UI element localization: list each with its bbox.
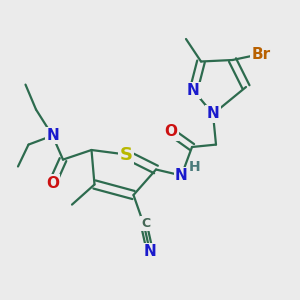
Text: O: O — [46, 176, 59, 190]
Text: O: O — [164, 124, 178, 140]
Text: H: H — [189, 160, 201, 173]
Text: S: S — [119, 146, 133, 164]
Text: N: N — [175, 168, 188, 183]
Text: N: N — [207, 106, 219, 122]
Text: N: N — [46, 128, 59, 143]
Text: N: N — [187, 83, 200, 98]
Text: N: N — [144, 244, 156, 260]
Text: Br: Br — [251, 46, 271, 62]
Text: C: C — [141, 217, 150, 230]
